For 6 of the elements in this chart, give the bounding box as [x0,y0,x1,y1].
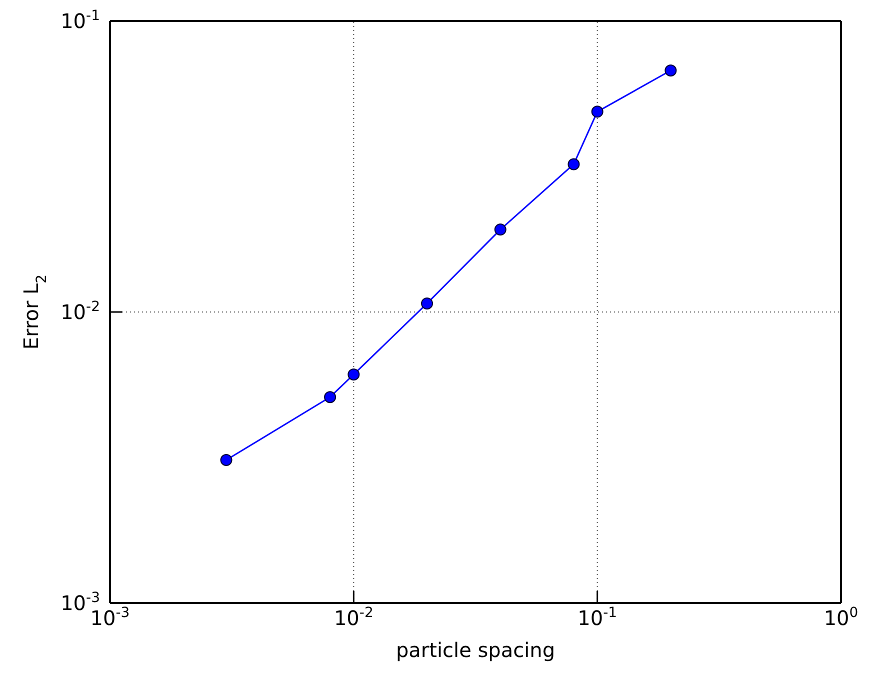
x-tick-label: 10$^{-1}$ [578,605,618,630]
x-tick-label: 10$^{0}$ [824,605,858,630]
x-axis-title: particle spacing [396,638,556,662]
x-tick-label: 10$^{-2}$ [334,605,374,630]
y-tick-label: 10$^{-1}$ [60,8,100,33]
y-tick-label: 10$^{-2}$ [60,299,100,324]
